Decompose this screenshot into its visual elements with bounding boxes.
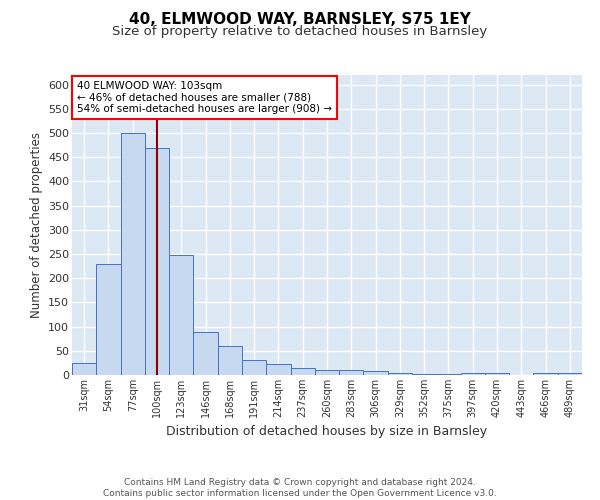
Bar xyxy=(388,373,412,375)
Bar xyxy=(290,368,315,375)
Bar xyxy=(533,372,558,375)
Text: Contains HM Land Registry data © Crown copyright and database right 2024.
Contai: Contains HM Land Registry data © Crown c… xyxy=(103,478,497,498)
Bar xyxy=(193,332,218,375)
Bar xyxy=(121,133,145,375)
Bar xyxy=(485,372,509,375)
Bar xyxy=(242,360,266,375)
Text: 40, ELMWOOD WAY, BARNSLEY, S75 1EY: 40, ELMWOOD WAY, BARNSLEY, S75 1EY xyxy=(129,12,471,28)
Bar xyxy=(558,372,582,375)
Text: 40 ELMWOOD WAY: 103sqm
← 46% of detached houses are smaller (788)
54% of semi-de: 40 ELMWOOD WAY: 103sqm ← 46% of detached… xyxy=(77,81,332,114)
Bar xyxy=(96,264,121,375)
Bar xyxy=(436,374,461,375)
Y-axis label: Number of detached properties: Number of detached properties xyxy=(29,132,43,318)
Bar xyxy=(266,364,290,375)
X-axis label: Distribution of detached houses by size in Barnsley: Distribution of detached houses by size … xyxy=(166,426,488,438)
Bar xyxy=(364,371,388,375)
Text: Size of property relative to detached houses in Barnsley: Size of property relative to detached ho… xyxy=(112,25,488,38)
Bar xyxy=(145,148,169,375)
Bar xyxy=(461,373,485,375)
Bar xyxy=(315,370,339,375)
Bar xyxy=(72,363,96,375)
Bar xyxy=(169,255,193,375)
Bar xyxy=(339,370,364,375)
Bar xyxy=(218,346,242,375)
Bar xyxy=(412,374,436,375)
